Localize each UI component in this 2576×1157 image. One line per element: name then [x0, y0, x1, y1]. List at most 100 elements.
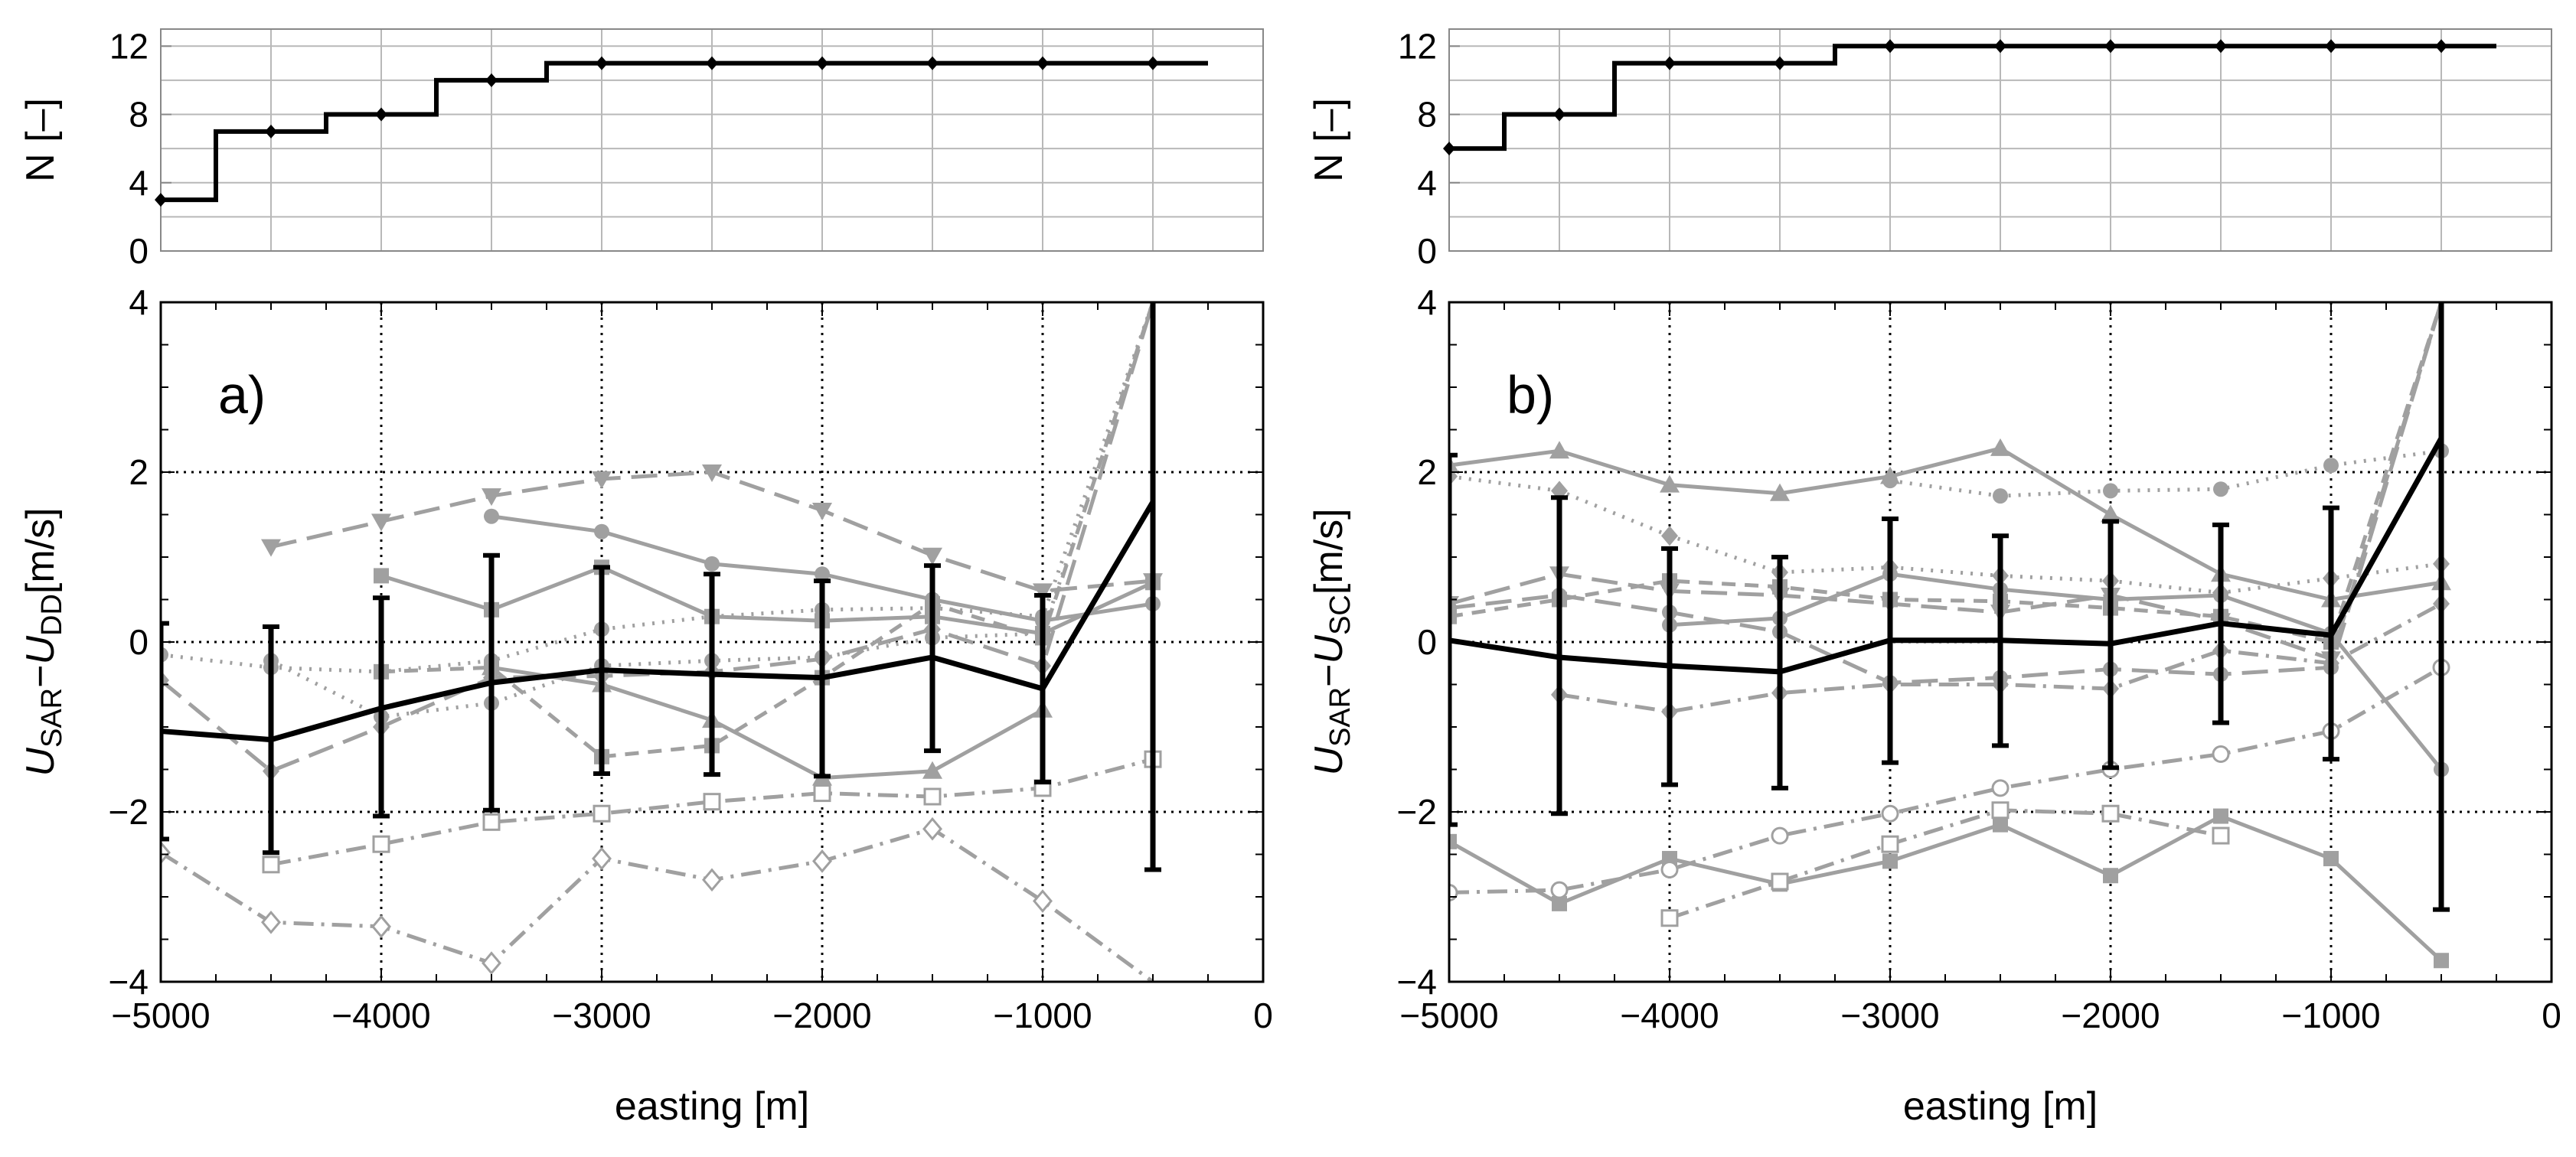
- xtick-label: −5000: [1399, 996, 1498, 1035]
- panel-label: b): [1507, 365, 1554, 425]
- series-marker: [592, 471, 612, 489]
- xtick-label: −5000: [111, 996, 210, 1035]
- n-ylabel: N [–]: [18, 98, 63, 182]
- series-marker: [374, 568, 389, 584]
- series-line: [491, 665, 1044, 781]
- xtick-label: −1000: [993, 996, 1092, 1035]
- series-marker: [482, 813, 501, 831]
- series-marker: [702, 868, 722, 892]
- n-step-line: [1449, 44, 2496, 152]
- n-point: [485, 73, 498, 87]
- series-marker: [1552, 895, 1567, 911]
- series-marker: [1991, 779, 2010, 797]
- ytick-label: 2: [129, 452, 149, 492]
- series-marker: [2323, 458, 2339, 474]
- series-marker: [1991, 801, 2010, 820]
- series-marker: [1993, 488, 2008, 504]
- series-marker: [1660, 474, 1680, 493]
- n-point: [155, 193, 167, 207]
- series-marker: [813, 784, 831, 803]
- series-marker: [1882, 853, 1898, 869]
- series-line: [1889, 448, 2442, 498]
- series-marker: [1033, 583, 1053, 601]
- n-ytick-label: 8: [1417, 95, 1437, 135]
- series-line: [161, 302, 1155, 774]
- xtick-label: −2000: [2061, 996, 2160, 1035]
- series-marker: [1449, 608, 1457, 624]
- series-marker: [261, 910, 281, 934]
- ytick-label: 0: [129, 622, 149, 662]
- ytick-label: 4: [1417, 282, 1437, 322]
- n-ytick-label: 0: [1417, 231, 1437, 271]
- series-marker: [2103, 868, 2118, 884]
- ytick-label: −4: [109, 962, 149, 1002]
- series-line: [380, 302, 1155, 759]
- series-marker: [1449, 833, 1457, 849]
- series-marker: [1771, 872, 1789, 891]
- panel-a-count-plot: 0 4 8 12 N [–]: [18, 26, 1264, 271]
- series-marker: [1770, 483, 1790, 501]
- series-marker: [1881, 804, 1899, 823]
- series-line: [1449, 474, 2442, 595]
- series-line: [161, 302, 1155, 674]
- series-marker: [1549, 441, 1569, 459]
- series-line: [1449, 302, 2444, 661]
- n-step-line: [161, 60, 1208, 203]
- series-marker: [702, 464, 722, 482]
- series-marker: [812, 502, 832, 520]
- xaxis-title: easting [m]: [1903, 1084, 2098, 1129]
- n-frame: [1448, 28, 2552, 252]
- yaxis-title: USAR−UDD[m/s]: [18, 507, 68, 776]
- n-point: [1553, 107, 1566, 122]
- series-marker: [371, 914, 391, 939]
- series-line: [269, 302, 1155, 719]
- series-line: [1449, 302, 2444, 685]
- n-point: [1994, 39, 2006, 54]
- series-marker: [594, 523, 609, 539]
- xtick-label: −3000: [1840, 996, 1939, 1035]
- series-line: [1669, 808, 2222, 921]
- series-line: [1559, 601, 2443, 714]
- series-line: [270, 757, 1154, 867]
- ytick-label: 4: [129, 282, 149, 322]
- series-marker: [703, 793, 721, 811]
- series-marker: [262, 856, 280, 874]
- n-ytick-label: 4: [129, 163, 149, 203]
- n-point: [2325, 39, 2337, 54]
- series-marker: [1881, 835, 1899, 853]
- n-point: [596, 56, 608, 70]
- series-line: [1449, 446, 2442, 601]
- ytick-label: 0: [1417, 622, 1437, 662]
- series-marker: [1660, 909, 1679, 927]
- n-point: [816, 56, 828, 70]
- xtick-label: −4000: [1620, 996, 1719, 1035]
- series-marker: [922, 761, 942, 779]
- n-ytick-label: 0: [129, 231, 149, 271]
- n-point: [265, 124, 277, 139]
- series-marker: [2434, 953, 2449, 969]
- series-marker: [1771, 826, 1789, 845]
- xaxis-title: easting [m]: [615, 1084, 809, 1129]
- series-group: [1449, 302, 2451, 969]
- panel-a-difference-plot: −5000 −4000 −3000 −2000 −1000 0 −4 −2 0 2 4 easting…: [18, 282, 1273, 1129]
- series-marker: [592, 846, 612, 871]
- series-marker: [1033, 889, 1053, 913]
- series-marker: [372, 835, 390, 853]
- series-marker: [2103, 483, 2118, 499]
- n-frame: [160, 28, 1264, 252]
- n-ytick-label: 4: [1417, 163, 1437, 203]
- n-ytick-label: 12: [109, 26, 149, 66]
- ytick-label: −4: [1397, 962, 1437, 1002]
- n-point: [2215, 39, 2227, 54]
- mean-line: [161, 500, 1156, 743]
- series-marker: [161, 840, 171, 865]
- n-point: [2104, 39, 2117, 54]
- xtick-label: −1000: [2281, 996, 2380, 1035]
- xtick-label: −2000: [772, 996, 871, 1035]
- n-point: [1443, 142, 1455, 156]
- xtick-label: −3000: [552, 996, 651, 1035]
- xtick-label: −4000: [331, 996, 430, 1035]
- series-marker: [704, 556, 720, 572]
- series-marker: [922, 816, 942, 841]
